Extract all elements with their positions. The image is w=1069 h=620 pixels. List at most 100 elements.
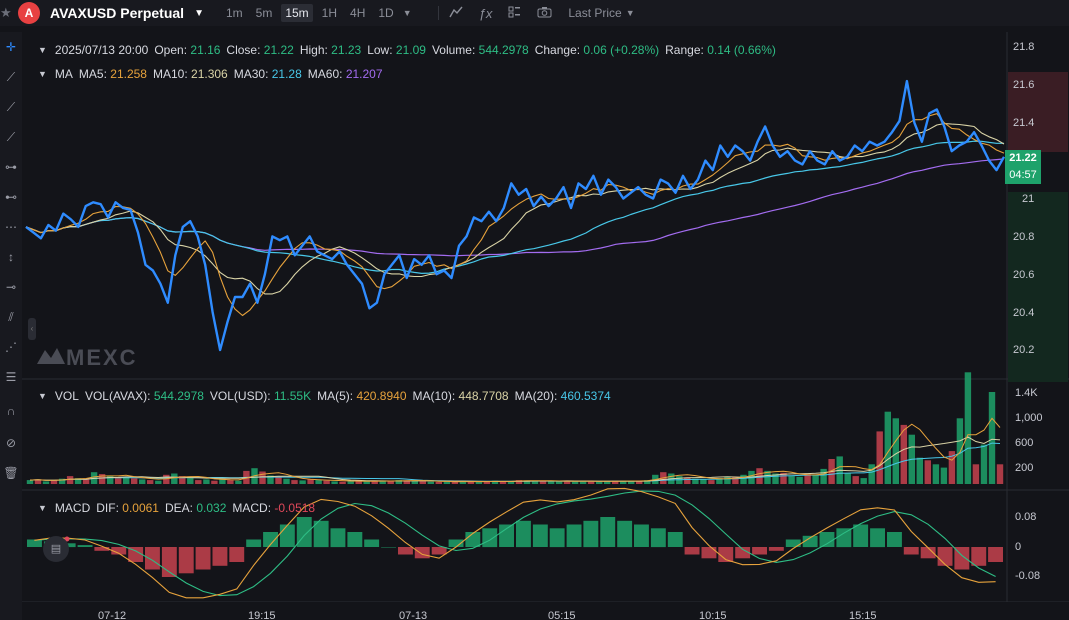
macd-histogram-bar: [279, 524, 295, 547]
vol-collapse-chevron-icon[interactable]: ▼: [38, 391, 47, 401]
range-value: 0.14 (0.66%): [707, 43, 776, 57]
macd-histogram-bar: [364, 539, 380, 547]
macd-histogram-bar: [398, 547, 413, 555]
symbol-dropdown-caret-icon[interactable]: ▼: [194, 7, 204, 19]
macd-histogram-bar: [785, 539, 801, 547]
ma10-line: [25, 122, 1005, 295]
volume-bar: [179, 476, 186, 484]
hide-drawings-eye-icon[interactable]: ⊘: [5, 436, 17, 450]
volume-bar: [475, 481, 483, 484]
chart-type-icon[interactable]: [449, 6, 463, 21]
price-axis-label: 21.8: [1013, 41, 1035, 53]
volume-bar: [571, 481, 579, 484]
favorite-star-icon[interactable]: ★: [0, 5, 12, 20]
collapse-chevron-icon[interactable]: ▼: [38, 45, 47, 55]
axis-up-shade: [1008, 72, 1068, 152]
crosshair-icon[interactable]: ✛: [5, 40, 17, 54]
macd-histogram-bar: [77, 545, 93, 547]
last-price-tag: 21.22: [1005, 150, 1041, 166]
volume-bar: [131, 478, 138, 484]
dif-value: 0.0061: [122, 501, 159, 515]
macd-histogram-bar: [870, 528, 885, 548]
volume-bar: [171, 473, 178, 484]
price-type-caret-icon[interactable]: ▼: [625, 8, 635, 18]
ma5-label: MA5:: [78, 67, 107, 81]
macd-label[interactable]: MACD: [54, 501, 91, 515]
horizontal-ray-icon[interactable]: ⊷: [5, 190, 17, 204]
symbol-title[interactable]: AVAXUSD Perpetual: [50, 5, 185, 21]
volume-bar: [531, 480, 539, 484]
vol-avax-value: 544.2978: [153, 389, 204, 403]
low-label: Low:: [367, 43, 393, 57]
macd-collapse-chevron-icon[interactable]: ▼: [38, 503, 47, 513]
volume-bar: [780, 472, 787, 484]
volume-bar: [724, 476, 731, 484]
volume-bar: [275, 477, 282, 484]
price-range-icon[interactable]: ⊸: [5, 280, 17, 294]
macd-histogram-bar: [718, 547, 734, 562]
macd-value: -0.0518: [274, 501, 316, 515]
ma-collapse-chevron-icon[interactable]: ▼: [38, 69, 47, 79]
magnet-icon[interactable]: ∩: [6, 404, 16, 418]
volume-bar: [459, 481, 467, 484]
volume-bar: [499, 481, 507, 484]
volume-bar: [123, 476, 130, 484]
macd-histogram-bar: [263, 532, 278, 547]
timeframe-15m[interactable]: 15m: [281, 4, 313, 22]
volume-bar: [98, 474, 106, 484]
horizontal-line-icon[interactable]: ⊶: [5, 160, 17, 174]
chart-settings-circle-icon[interactable]: ▤: [43, 536, 69, 562]
volume-bar: [139, 479, 146, 484]
volume-bar: [579, 481, 587, 484]
macd-histogram-bar: [229, 547, 245, 562]
ma-label[interactable]: MA: [54, 67, 73, 81]
fib-tool-icon[interactable]: ⫽: [8, 310, 14, 324]
extended-line-icon[interactable]: ⟋: [6, 130, 16, 144]
volume-bar: [435, 482, 442, 484]
volume-bar: [227, 480, 234, 484]
ma30-label: MA30:: [233, 67, 269, 81]
chart-canvas[interactable]: [22, 32, 1069, 602]
chart-area[interactable]: [22, 32, 1069, 602]
indicators-fx-icon[interactable]: ƒx: [478, 5, 493, 21]
delete-trash-icon[interactable]: 🗑: [3, 466, 19, 480]
timeframe-1h[interactable]: 1H: [321, 6, 338, 20]
parallel-channel-icon[interactable]: ⋯: [5, 220, 17, 234]
volume-bar: [467, 481, 475, 484]
high-label: High:: [299, 43, 328, 57]
settings-lines-icon[interactable]: ☰: [5, 370, 17, 384]
pattern-tool-icon[interactable]: ⋰: [5, 340, 17, 354]
volume-bar: [996, 464, 1004, 484]
time-axis-label: 07-13: [399, 610, 428, 620]
volume-bar: [716, 478, 723, 484]
panel-collapse-handle[interactable]: ‹: [28, 318, 36, 340]
vol-ma10-label: MA(10):: [412, 389, 456, 403]
vertical-line-icon[interactable]: ↕: [8, 250, 14, 264]
macd-histogram-bar: [566, 524, 582, 547]
macd-histogram-bar: [465, 532, 481, 547]
screenshot-camera-icon[interactable]: [537, 6, 552, 21]
macd-axis-label: 0: [1015, 541, 1022, 553]
volume-bar: [147, 480, 154, 484]
vol-label[interactable]: VOL: [54, 389, 79, 403]
ma-row: ▼ MA MA5: 21.258 MA10: 21.306 MA30: 21.2…: [38, 67, 383, 81]
ma60-line: [25, 158, 1005, 257]
volume-bar: [291, 480, 298, 484]
macd-histogram-bar: [768, 547, 784, 551]
ray-line-icon[interactable]: ⟋: [6, 100, 16, 114]
timeframe-5m[interactable]: 5m: [255, 6, 273, 20]
ma30-line: [25, 140, 1004, 274]
layout-grid-icon[interactable]: [508, 6, 521, 21]
timeframe-1m[interactable]: 1m: [225, 6, 243, 20]
more-timeframes-caret-icon[interactable]: ▼: [402, 8, 412, 18]
macd-histogram-bar: [684, 547, 700, 555]
trend-line-icon[interactable]: ⟋: [6, 70, 16, 84]
timeframe-4h[interactable]: 4H: [350, 6, 366, 20]
volume-bar: [692, 478, 699, 484]
volume-bar: [34, 479, 42, 484]
ma10-value: 21.306: [191, 67, 228, 81]
volume-bar: [283, 478, 290, 484]
price-type-select[interactable]: Last Price: [568, 6, 622, 20]
vol-usd-label: VOL(USD):: [209, 389, 271, 403]
timeframe-1d[interactable]: 1D: [378, 6, 394, 20]
